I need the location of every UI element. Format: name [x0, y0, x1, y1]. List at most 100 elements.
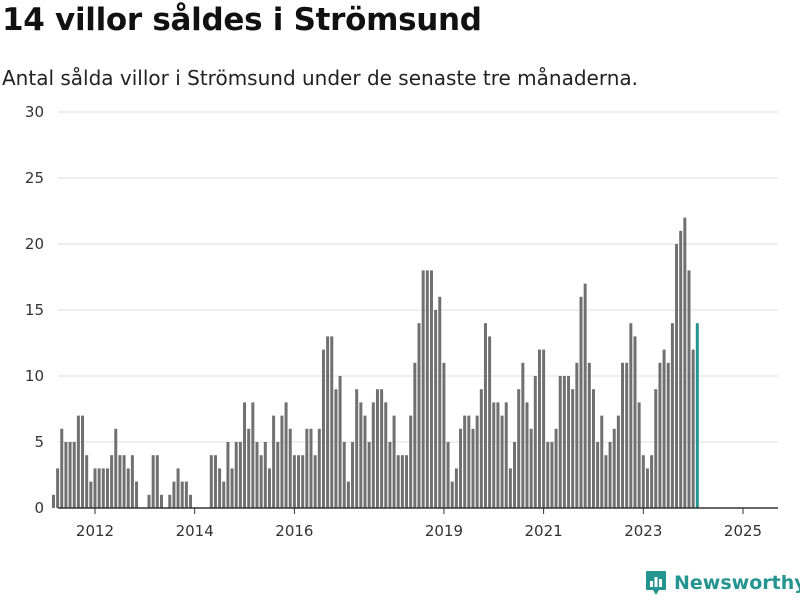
bar	[85, 455, 89, 508]
bar	[338, 376, 342, 508]
bar	[309, 428, 313, 508]
bar	[429, 270, 433, 508]
bar	[517, 389, 521, 508]
bar	[305, 428, 309, 508]
bar	[675, 244, 679, 508]
bar	[467, 415, 471, 508]
bar	[292, 455, 296, 508]
bar	[126, 468, 130, 508]
bar	[251, 402, 255, 508]
bar	[209, 455, 213, 508]
bar	[255, 442, 259, 508]
bar	[400, 455, 404, 508]
bar	[459, 428, 463, 508]
bar	[438, 296, 442, 508]
bar	[317, 428, 321, 508]
bar-highlight	[695, 323, 699, 508]
bar	[604, 455, 608, 508]
bar	[234, 442, 238, 508]
bar	[342, 442, 346, 508]
bar	[64, 442, 68, 508]
bar	[151, 455, 155, 508]
bar	[288, 428, 292, 508]
bar	[558, 376, 562, 508]
bar	[118, 455, 122, 508]
bar	[633, 336, 637, 508]
bar	[189, 494, 193, 508]
bar	[666, 362, 670, 508]
bar	[184, 481, 188, 508]
bar	[155, 455, 159, 508]
data-label: 14	[729, 0, 749, 4]
bar	[351, 442, 355, 508]
y-tick-label: 30	[25, 103, 44, 121]
bar	[301, 455, 305, 508]
bar	[409, 415, 413, 508]
bar	[101, 468, 105, 508]
bar	[247, 428, 251, 508]
bar	[446, 442, 450, 508]
bar	[114, 428, 118, 508]
bar	[600, 415, 604, 508]
bar	[388, 442, 392, 508]
bar	[442, 362, 446, 508]
bar	[645, 468, 649, 508]
chart-title: 14 villor såldes i Strömsund	[2, 2, 482, 38]
bar	[218, 468, 222, 508]
bar	[521, 362, 525, 508]
bar	[550, 442, 554, 508]
bar	[554, 428, 558, 508]
y-tick-label: 25	[25, 169, 44, 187]
bar	[571, 389, 575, 508]
bar	[147, 494, 151, 508]
bar	[326, 336, 330, 508]
bar	[226, 442, 230, 508]
bar	[334, 389, 338, 508]
bar	[450, 481, 454, 508]
bar	[81, 415, 85, 508]
bar	[434, 310, 438, 508]
bar	[542, 349, 546, 508]
bar	[259, 455, 263, 508]
bar	[105, 468, 109, 508]
bar	[587, 362, 591, 508]
bar	[650, 455, 654, 508]
bar	[284, 402, 288, 508]
bar	[272, 415, 276, 508]
bar	[405, 455, 409, 508]
bar	[629, 323, 633, 508]
bar	[421, 270, 425, 508]
bar	[508, 468, 512, 508]
bar	[691, 349, 695, 508]
bar	[72, 442, 76, 508]
bar	[159, 494, 163, 508]
bar	[375, 389, 379, 508]
x-tick-label: 2023	[624, 522, 662, 540]
bar	[97, 468, 101, 508]
bar	[616, 415, 620, 508]
bar	[267, 468, 271, 508]
brand-logo[interactable]: Newsworthy	[645, 570, 800, 596]
bar	[612, 428, 616, 508]
bar	[454, 468, 458, 508]
x-tick-label: 2014	[176, 522, 214, 540]
bar	[621, 362, 625, 508]
bar	[583, 283, 587, 508]
bar	[297, 455, 301, 508]
bar	[413, 362, 417, 508]
bar	[533, 376, 537, 508]
bar	[346, 481, 350, 508]
bar	[492, 402, 496, 508]
bar	[238, 442, 242, 508]
bar	[483, 323, 487, 508]
bar	[637, 402, 641, 508]
bar	[56, 468, 60, 508]
bar	[488, 336, 492, 508]
bar	[625, 362, 629, 508]
bar	[263, 442, 267, 508]
bar	[213, 455, 217, 508]
x-tick-label: 2021	[525, 522, 563, 540]
bar	[525, 402, 529, 508]
bar	[280, 415, 284, 508]
